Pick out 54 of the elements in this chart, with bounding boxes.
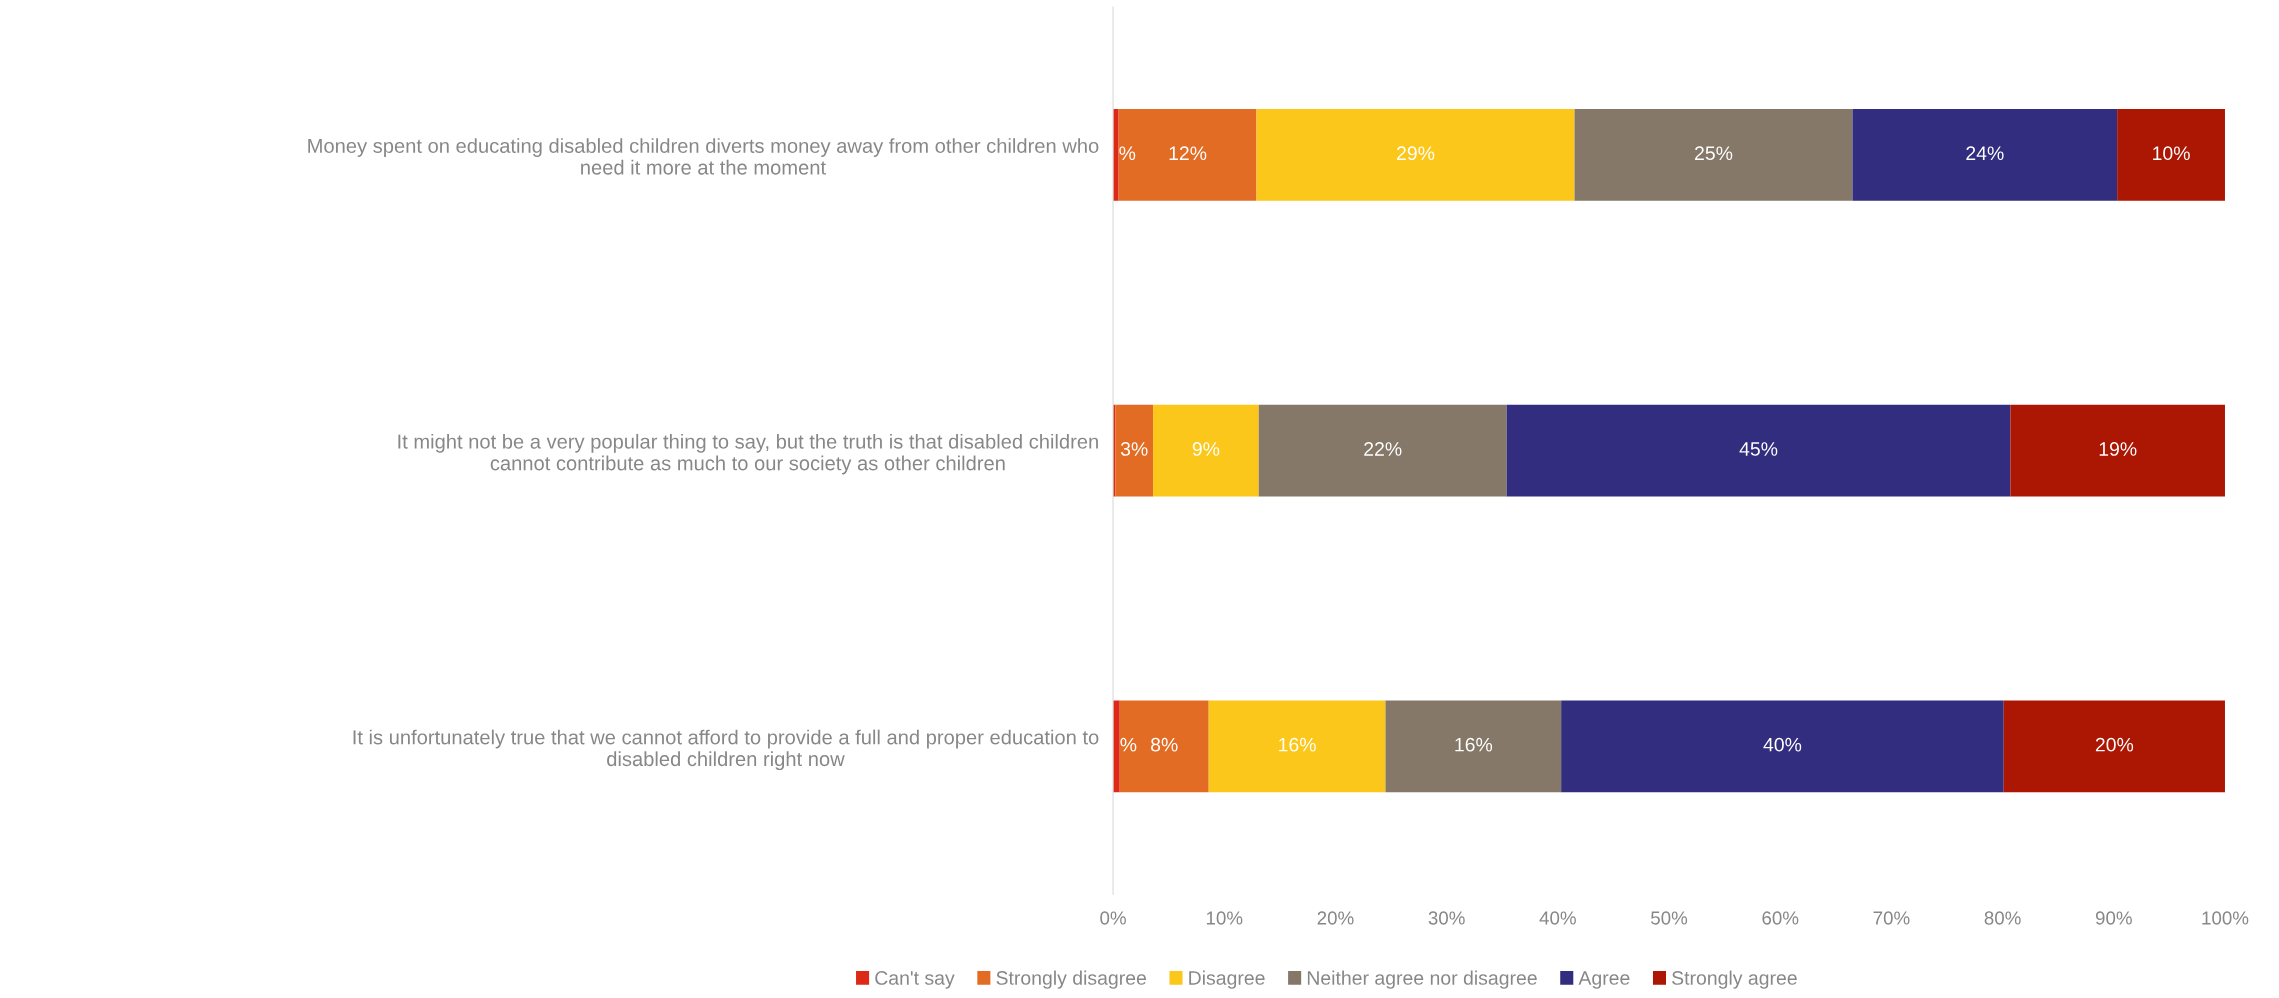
legend-label: Strongly disagree	[996, 970, 1146, 989]
x-tick-label: 90%	[2095, 911, 2132, 925]
x-tick-label: 100%	[2202, 911, 2249, 925]
bar	[1561, 700, 2004, 793]
bar	[1385, 700, 1562, 793]
x-tick-label: 80%	[1984, 911, 2021, 925]
data-label: 16%	[1279, 737, 1316, 752]
y-tick-label: It is unfortunately true that we cannot afford to provide a full and proper education to disabled children right now	[353, 729, 1099, 771]
legend-label: Agree	[1578, 971, 1630, 989]
bar	[1118, 109, 1257, 201]
bar	[1113, 700, 1120, 793]
bar	[1119, 700, 1209, 793]
bar	[2117, 109, 2225, 201]
bar	[1115, 404, 1154, 497]
bar	[1208, 700, 1386, 793]
data-label: 45%	[1739, 442, 1778, 456]
data-label: 19%	[2099, 442, 2137, 456]
data-label: 12%	[1169, 146, 1207, 160]
data-label: %	[1120, 737, 1137, 752]
y-tick-label: It might not be a very popular thing to say, but the truth is that disabled children cannot contribute as much to our society as other children	[398, 433, 1098, 475]
bar	[1153, 404, 1259, 497]
data-label: 24%	[1966, 146, 2004, 160]
data-label: %	[1119, 146, 1136, 160]
x-tick-label: 40%	[1539, 911, 1576, 925]
y-tick-label: Money spent on educating disabled children diverts money away from other children who need it more at the moment	[308, 138, 1099, 175]
data-label: 8%	[1151, 737, 1178, 752]
x-tick-label: 0%	[1100, 911, 1126, 925]
bar	[2010, 404, 2225, 497]
legend-label: Can't say	[875, 971, 955, 989]
legend-label: Strongly agree	[1672, 970, 1797, 989]
data-label: 25%	[1695, 146, 1733, 161]
bar	[1256, 109, 1575, 201]
x-tick-label: 60%	[1762, 911, 1799, 925]
bar	[1574, 109, 1853, 201]
bar	[2003, 700, 2225, 793]
data-label: 3%	[1120, 442, 1148, 456]
bar	[1258, 404, 1507, 497]
x-tick-label: 30%	[1428, 911, 1465, 925]
data-label: 9%	[1192, 442, 1220, 456]
x-tick-label: 10%	[1206, 911, 1243, 925]
bar	[1506, 404, 2011, 497]
legend-label: Disagree	[1189, 970, 1265, 989]
x-tick-label: 20%	[1317, 911, 1354, 925]
data-label: 40%	[1763, 737, 1802, 752]
data-label: 22%	[1364, 442, 1402, 456]
data-label: 10%	[2153, 146, 2190, 161]
x-tick-label: 70%	[1873, 911, 1910, 925]
bar	[1113, 109, 1119, 201]
legend-label: Neither agree nor disagree	[1307, 970, 1537, 989]
data-label: 20%	[2095, 737, 2134, 752]
bar	[1852, 109, 2118, 201]
x-tick-label: 50%	[1651, 911, 1688, 925]
data-label: 29%	[1397, 146, 1435, 161]
data-label: 16%	[1455, 737, 1493, 752]
